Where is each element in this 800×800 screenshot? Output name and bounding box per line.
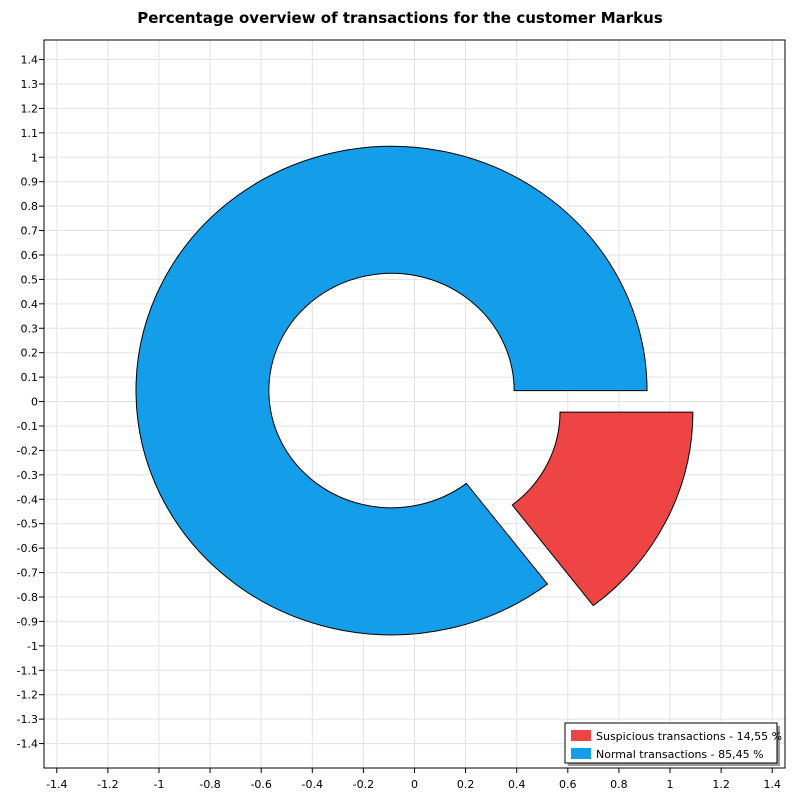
legend-label: Suspicious transactions - 14,55 % [596, 730, 782, 743]
y-tick-label: 0.5 [21, 273, 39, 286]
slice-suspicious [511, 411, 694, 607]
x-tick-label: -1.2 [97, 778, 118, 791]
y-tick-label: 0.8 [21, 200, 39, 213]
chart-title: Percentage overview of transactions for … [137, 9, 663, 27]
y-tick-label: -0.6 [17, 542, 38, 555]
x-tick-label: -1 [153, 778, 164, 791]
y-tick-label: 1.4 [21, 54, 39, 67]
y-tick-label: -1.4 [17, 738, 38, 751]
x-tick-label: 1.2 [712, 778, 730, 791]
x-tick-label: 0.2 [457, 778, 475, 791]
y-tick-label: 0.1 [21, 371, 39, 384]
x-tick-label: -0.6 [250, 778, 271, 791]
x-tick-label: -1.4 [46, 778, 67, 791]
y-tick-label: -1.1 [17, 664, 38, 677]
x-tick-label: 0 [411, 778, 418, 791]
y-tick-label: -0.2 [17, 444, 38, 457]
ticks: -1.4 -1.2 -1 -0.8 -0.6 -0.4 -0.2 0 0.2 0.4 0.6 0.8 1… [17, 54, 781, 791]
legend: Suspicious transactions - 14,55 % Normal … [564, 722, 782, 766]
x-tick-label: 0.8 [610, 778, 628, 791]
y-tick-label: 0.3 [21, 322, 39, 335]
y-tick-label: 0.7 [21, 225, 39, 238]
y-tick-label: 0.9 [21, 176, 39, 189]
legend-label: Normal transactions - 85,45 % [596, 748, 764, 761]
y-tick-label: 0.4 [21, 298, 39, 311]
y-tick-label: -1 [27, 640, 38, 653]
y-tick-label: 1.2 [21, 102, 39, 115]
x-tick-label: -0.2 [353, 778, 374, 791]
y-tick-label: -0.3 [17, 469, 38, 482]
x-tick-label: 0.6 [559, 778, 577, 791]
x-tick-label: -0.4 [302, 778, 323, 791]
y-tick-label: -1.3 [17, 713, 38, 726]
legend-box [564, 722, 778, 764]
x-tick-label: -0.8 [199, 778, 220, 791]
y-tick-label: -0.8 [17, 591, 38, 604]
y-tick-label: -0.5 [17, 518, 38, 531]
x-tick-label: 0.4 [508, 778, 526, 791]
y-tick-label: -1.2 [17, 689, 38, 702]
y-tick-label: 1.1 [21, 127, 39, 140]
y-tick-label: -0.4 [17, 493, 38, 506]
y-tick-label: -0.9 [17, 615, 38, 628]
y-tick-label: -0.1 [17, 420, 38, 433]
y-tick-label: 0.6 [21, 249, 39, 262]
slice-normal [135, 145, 648, 636]
x-tick-label: 1.4 [763, 778, 781, 791]
legend-swatch [571, 748, 591, 759]
y-tick-label: -0.7 [17, 567, 38, 580]
y-tick-label: 0 [31, 396, 38, 409]
y-tick-label: 1 [31, 151, 38, 164]
legend-swatch [571, 730, 591, 741]
y-tick-label: 1.3 [21, 78, 39, 91]
x-tick-label: 1 [667, 778, 674, 791]
y-tick-label: 0.2 [21, 347, 39, 360]
slices [135, 145, 694, 636]
